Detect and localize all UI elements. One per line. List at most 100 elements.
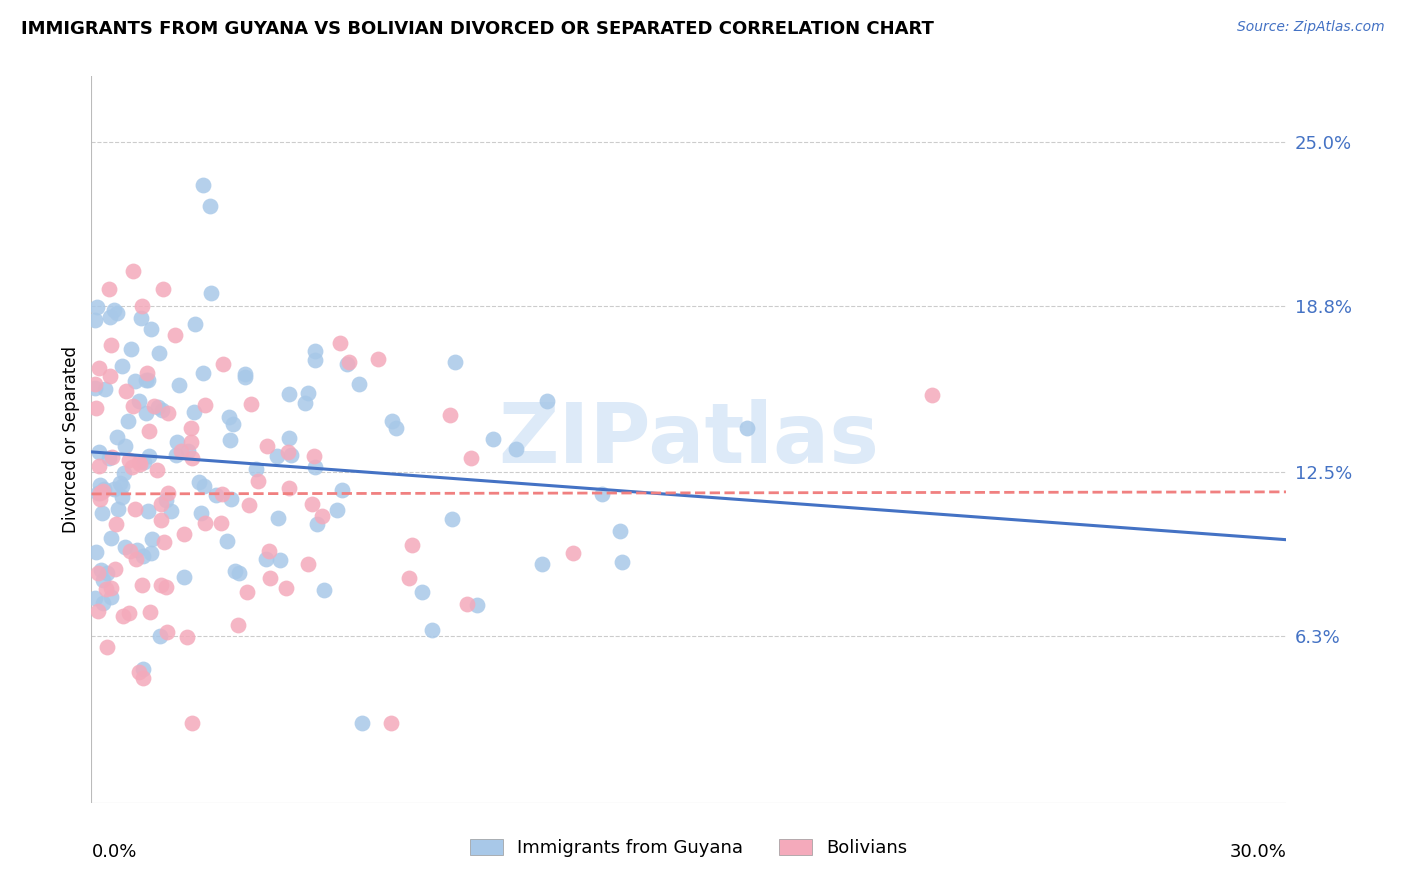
Point bbox=[100, 590, 122, 604]
Point bbox=[100, 337, 122, 351]
Point bbox=[103, 482, 125, 496]
Point bbox=[193, 479, 215, 493]
Point bbox=[297, 557, 319, 571]
Point bbox=[443, 355, 465, 369]
Point bbox=[89, 492, 111, 507]
Point bbox=[181, 716, 204, 731]
Point bbox=[124, 375, 146, 389]
Point bbox=[87, 566, 110, 581]
Point bbox=[180, 435, 202, 450]
Point bbox=[112, 608, 135, 623]
Point bbox=[482, 432, 505, 446]
Point bbox=[98, 282, 121, 296]
Point bbox=[336, 357, 359, 371]
Point bbox=[125, 542, 148, 557]
Point bbox=[561, 546, 583, 560]
Point bbox=[121, 264, 143, 278]
Point bbox=[176, 630, 198, 644]
Point bbox=[100, 581, 122, 595]
Point bbox=[87, 604, 110, 618]
Point bbox=[132, 671, 155, 685]
Point bbox=[193, 178, 215, 193]
Point bbox=[609, 524, 631, 538]
Point bbox=[84, 313, 107, 327]
Point bbox=[385, 421, 408, 435]
Point bbox=[149, 629, 172, 643]
Point bbox=[141, 532, 163, 546]
Text: 0.0%: 0.0% bbox=[91, 843, 136, 861]
Point bbox=[610, 556, 633, 570]
Point bbox=[114, 540, 136, 554]
Point bbox=[267, 511, 290, 525]
Point bbox=[401, 538, 423, 552]
Point bbox=[84, 401, 107, 415]
Point bbox=[347, 376, 370, 391]
Point bbox=[420, 624, 443, 638]
Point bbox=[277, 445, 299, 459]
Point bbox=[145, 462, 167, 476]
Point bbox=[120, 343, 142, 357]
Point bbox=[131, 578, 153, 592]
Point bbox=[131, 299, 153, 313]
Point bbox=[98, 310, 121, 325]
Point bbox=[304, 353, 326, 368]
Point bbox=[128, 455, 150, 469]
Point bbox=[224, 564, 246, 578]
Point bbox=[152, 403, 174, 417]
Point bbox=[456, 597, 478, 611]
Point bbox=[411, 584, 433, 599]
Point bbox=[90, 563, 112, 577]
Point bbox=[439, 408, 461, 422]
Point bbox=[150, 578, 173, 592]
Point bbox=[301, 498, 323, 512]
Point bbox=[120, 544, 142, 558]
Point bbox=[136, 504, 159, 518]
Point bbox=[114, 439, 136, 453]
Point bbox=[157, 485, 180, 500]
Point bbox=[84, 545, 107, 559]
Point bbox=[89, 478, 111, 492]
Point bbox=[921, 388, 943, 402]
Point bbox=[187, 475, 209, 490]
Point bbox=[139, 545, 162, 559]
Point bbox=[367, 352, 389, 367]
Point bbox=[591, 487, 613, 501]
Text: Source: ZipAtlas.com: Source: ZipAtlas.com bbox=[1237, 20, 1385, 34]
Point bbox=[111, 490, 134, 504]
Point bbox=[276, 582, 298, 596]
Point bbox=[240, 396, 263, 410]
Point bbox=[226, 618, 249, 632]
Point bbox=[136, 367, 159, 381]
Point bbox=[180, 421, 202, 435]
Point bbox=[398, 570, 420, 584]
Point bbox=[157, 406, 180, 420]
Point bbox=[96, 566, 118, 581]
Point bbox=[150, 497, 173, 511]
Point bbox=[125, 552, 148, 566]
Point bbox=[155, 580, 177, 594]
Point bbox=[111, 479, 134, 493]
Point bbox=[107, 501, 129, 516]
Point bbox=[183, 404, 205, 418]
Legend: Immigrants from Guyana, Bolivians: Immigrants from Guyana, Bolivians bbox=[461, 830, 917, 866]
Point bbox=[155, 492, 177, 507]
Point bbox=[91, 483, 114, 498]
Point bbox=[122, 399, 145, 413]
Point bbox=[205, 488, 228, 502]
Point bbox=[211, 487, 233, 501]
Point bbox=[91, 573, 114, 587]
Point bbox=[138, 449, 160, 463]
Point bbox=[135, 374, 157, 388]
Point bbox=[219, 492, 242, 507]
Point bbox=[84, 591, 107, 605]
Point bbox=[89, 485, 111, 500]
Point bbox=[233, 367, 256, 381]
Point bbox=[132, 549, 155, 563]
Point bbox=[142, 399, 165, 413]
Point bbox=[536, 393, 558, 408]
Point bbox=[302, 449, 325, 463]
Point bbox=[380, 716, 402, 731]
Point bbox=[118, 606, 141, 620]
Point bbox=[198, 199, 221, 213]
Point bbox=[105, 430, 128, 444]
